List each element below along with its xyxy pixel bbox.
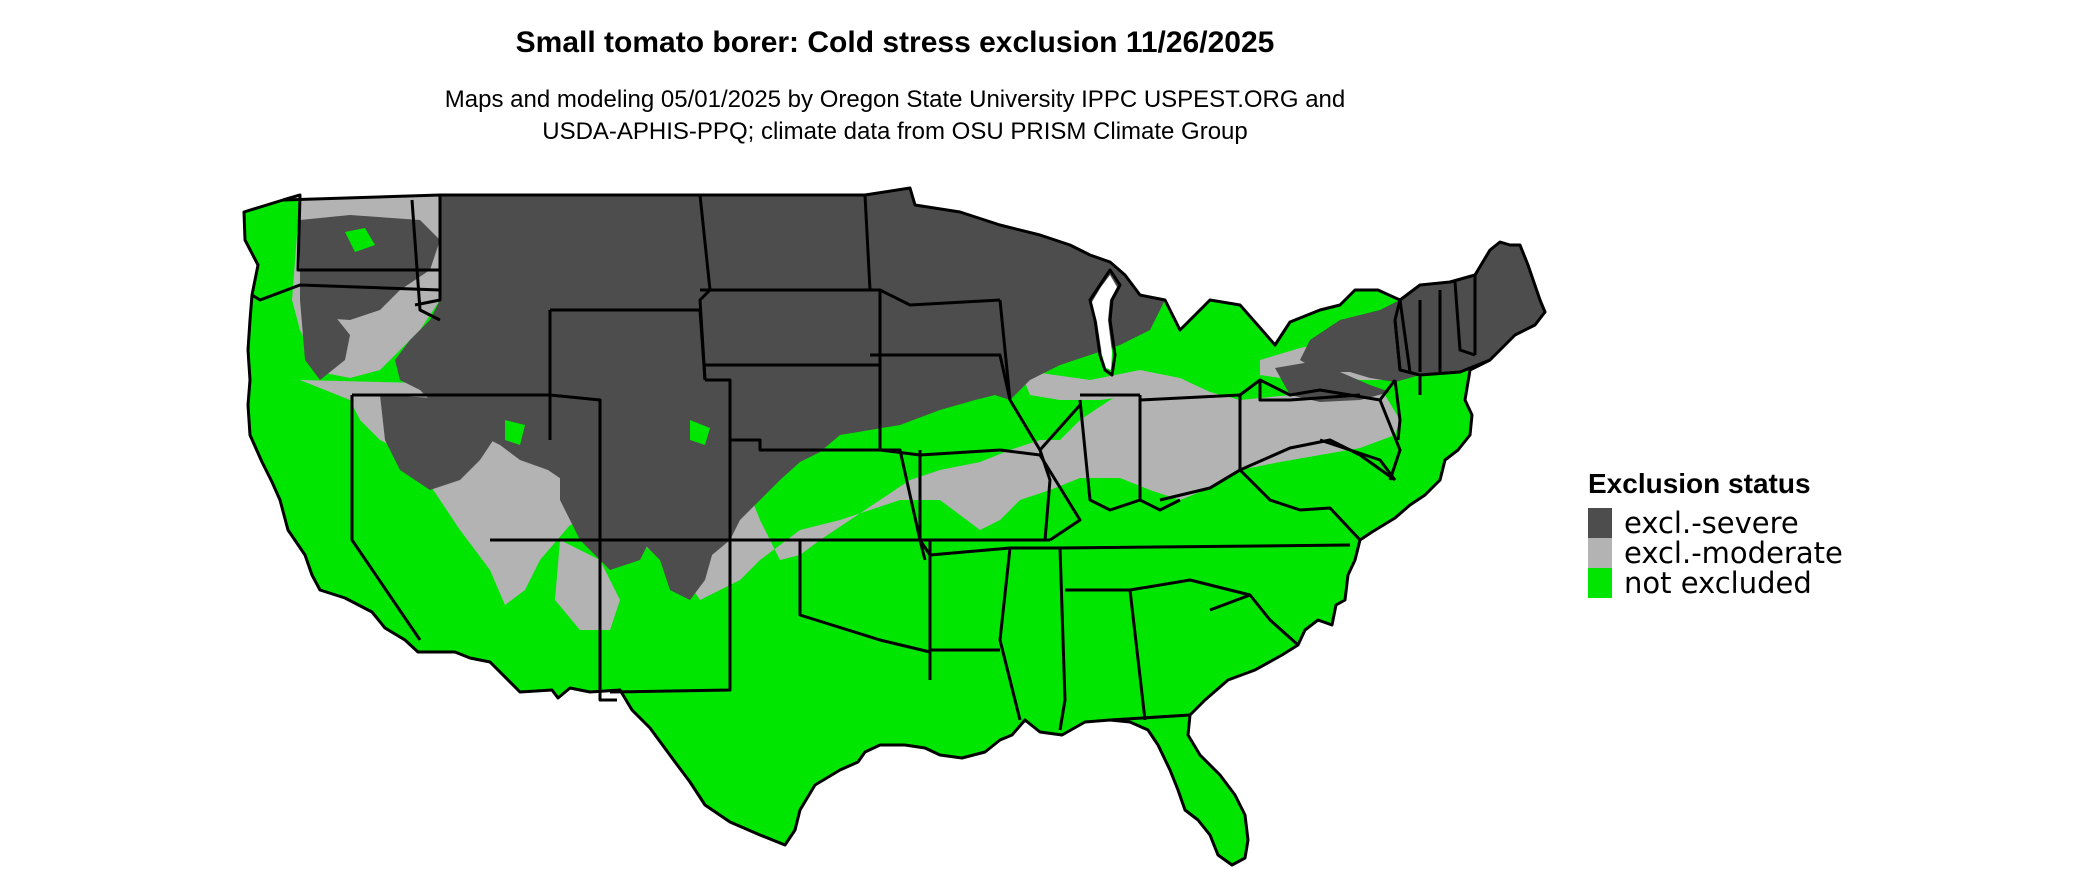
legend-swatch-severe bbox=[1588, 508, 1612, 538]
subtitle-line-1: Maps and modeling 05/01/2025 by Oregon S… bbox=[444, 86, 1346, 113]
legend-label-not-excluded: not excluded bbox=[1624, 566, 1812, 600]
legend-label-severe: excl.-severe bbox=[1624, 506, 1799, 540]
map-title: Small tomato borer: Cold stress exclusio… bbox=[515, 26, 1275, 59]
legend-item-not-excluded: not excluded bbox=[1588, 566, 1843, 600]
legend-item-moderate: excl.-moderate bbox=[1588, 536, 1843, 570]
legend-swatch-not-excluded bbox=[1588, 568, 1612, 598]
legend-label-moderate: excl.-moderate bbox=[1624, 536, 1843, 570]
legend-swatch-moderate bbox=[1588, 538, 1612, 568]
legend-title: Exclusion status bbox=[1588, 468, 1811, 499]
subtitle-line-2: USDA-APHIS-PPQ; climate data from OSU PR… bbox=[542, 118, 1248, 145]
legend-item-severe: excl.-severe bbox=[1588, 506, 1843, 540]
map-subtitle: Maps and modeling 05/01/2025 by Oregon S… bbox=[0, 84, 1790, 148]
legend: Exclusion status excl.-severe excl.-mode… bbox=[1588, 468, 1843, 600]
